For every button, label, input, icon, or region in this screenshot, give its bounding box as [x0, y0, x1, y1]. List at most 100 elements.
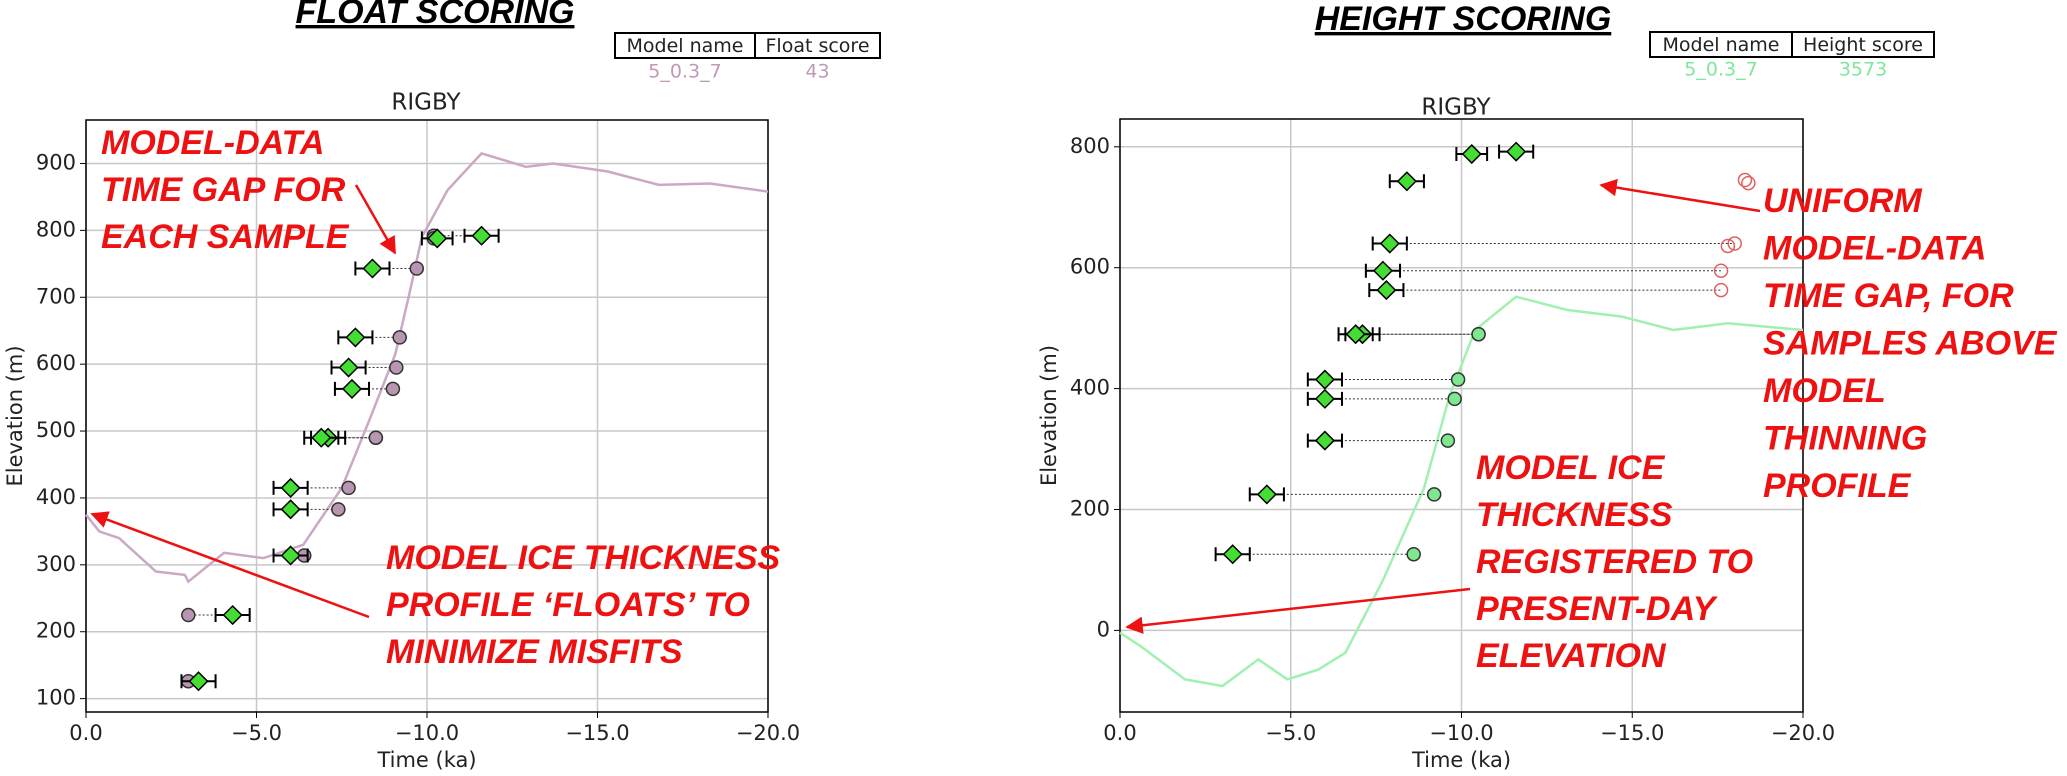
model-point — [1471, 326, 1486, 342]
annotation-text: SAMPLES ABOVE — [1763, 324, 2058, 362]
sample-marker — [1372, 260, 1394, 281]
sample-marker — [311, 427, 332, 448]
model-point — [409, 261, 425, 276]
sample-marker — [1222, 544, 1243, 565]
y-tick-label: 900 — [36, 150, 76, 174]
plot-frame — [85, 119, 769, 713]
model-point — [1447, 391, 1462, 407]
x-tick-label: −20.0 — [736, 721, 800, 745]
panel-title: HEIGHT SCORING — [1315, 0, 1612, 38]
y-tick-label: 800 — [1070, 134, 1110, 158]
model-curve — [1119, 295, 1804, 688]
sample-marker — [341, 378, 363, 399]
sample-marker — [427, 228, 448, 249]
sample-marker — [280, 477, 301, 498]
annotation-arrow — [354, 184, 397, 255]
table-header-cell: Model name — [1663, 34, 1780, 56]
annotation-text: THINNING — [1763, 419, 1927, 457]
annotation-text: MODEL-DATA — [101, 124, 324, 162]
sample-marker — [1345, 324, 1366, 345]
sample-marker — [1256, 484, 1277, 505]
x-tick-label: −20.0 — [1771, 721, 1835, 745]
model-point — [385, 381, 401, 397]
x-tick-label: −5.0 — [231, 721, 282, 745]
model-point — [1713, 282, 1729, 298]
annotation-arrow — [1599, 178, 1761, 213]
model-point — [1737, 172, 1753, 188]
model-point — [1713, 263, 1729, 278]
sample-marker — [280, 499, 301, 520]
model-point — [1727, 236, 1742, 251]
y-tick-label: 600 — [1070, 255, 1110, 279]
y-tick-label: 400 — [1070, 376, 1110, 400]
annotation-text: MODEL ICE — [1476, 449, 1666, 487]
model-point — [341, 480, 356, 496]
annotation-text: PROFILE ‘FLOATS’ TO — [386, 586, 750, 624]
sample-marker — [345, 327, 366, 348]
x-axis-label: Time (ka) — [1411, 748, 1511, 772]
sample-marker — [1314, 369, 1335, 390]
x-tick-label: −15.0 — [565, 721, 629, 745]
table-cell: 3573 — [1839, 59, 1887, 81]
sample-marker — [280, 545, 301, 566]
annotation-text: ELEVATION — [1476, 637, 1667, 675]
sample-marker — [1314, 430, 1335, 451]
annotation-text: TIME GAP FOR — [101, 171, 346, 209]
table-header-cell: Model name — [627, 35, 744, 57]
model-point — [1440, 433, 1456, 448]
annotation-arrow — [1125, 587, 1471, 634]
sample-marker — [1379, 233, 1400, 254]
y-tick-label: 500 — [36, 418, 76, 442]
annotation-text: UNIFORM — [1763, 182, 1922, 220]
sample-marker — [1376, 280, 1397, 301]
chart-title: RIGBY — [391, 90, 461, 116]
table-cell: 5_0.3_7 — [648, 61, 721, 83]
model-curve — [85, 152, 769, 584]
y-tick-label: 700 — [36, 284, 76, 308]
model-point — [1426, 487, 1442, 502]
x-tick-label: −10.0 — [395, 721, 459, 745]
x-tick-label: 0.0 — [69, 721, 102, 745]
table-cell: 43 — [805, 61, 829, 83]
annotation-arrow — [90, 511, 370, 619]
sample-marker — [471, 225, 492, 246]
model-point — [1741, 175, 1756, 191]
x-tick-label: −10.0 — [1429, 721, 1493, 745]
annotation-text: PROFILE — [1763, 467, 1912, 505]
table-header-cell: Float score — [765, 35, 869, 57]
x-tick-label: 0.0 — [1103, 721, 1136, 745]
panel-title: FLOAT SCORING — [296, 0, 575, 31]
table-header-cell: Height score — [1803, 34, 1923, 56]
y-tick-label: 200 — [36, 619, 76, 643]
chart-title: RIGBY — [1421, 95, 1491, 121]
model-point — [389, 360, 404, 375]
model-point — [392, 330, 407, 345]
y-tick-label: 600 — [36, 351, 76, 375]
model-point — [368, 430, 384, 445]
sample-marker — [1314, 388, 1335, 409]
y-tick-label: 800 — [36, 217, 76, 241]
table-header — [614, 32, 881, 59]
model-point — [181, 607, 196, 623]
sample-marker — [1461, 143, 1482, 165]
y-tick-label: 300 — [36, 552, 76, 576]
y-axis-label: Elevation (m) — [3, 345, 27, 486]
annotation-text: MODEL ICE THICKNESS — [386, 539, 781, 577]
sample-marker — [222, 604, 243, 626]
sample-marker — [1506, 141, 1527, 162]
annotation-text: MINIMIZE MISFITS — [386, 633, 683, 671]
model-point — [1406, 546, 1421, 562]
y-tick-label: 0 — [1097, 617, 1110, 641]
annotation-text: PRESENT-DAY — [1476, 590, 1719, 628]
table-cell: 5_0.3_7 — [1684, 59, 1757, 81]
model-point — [1450, 372, 1466, 387]
y-tick-label: 400 — [36, 485, 76, 509]
plot-frame — [1119, 118, 1804, 713]
sample-marker — [188, 671, 209, 692]
y-tick-label: 200 — [1070, 496, 1110, 520]
sample-marker — [1396, 171, 1417, 192]
x-tick-label: −5.0 — [1265, 721, 1316, 745]
x-tick-label: −15.0 — [1600, 721, 1664, 745]
sample-marker — [338, 357, 359, 378]
